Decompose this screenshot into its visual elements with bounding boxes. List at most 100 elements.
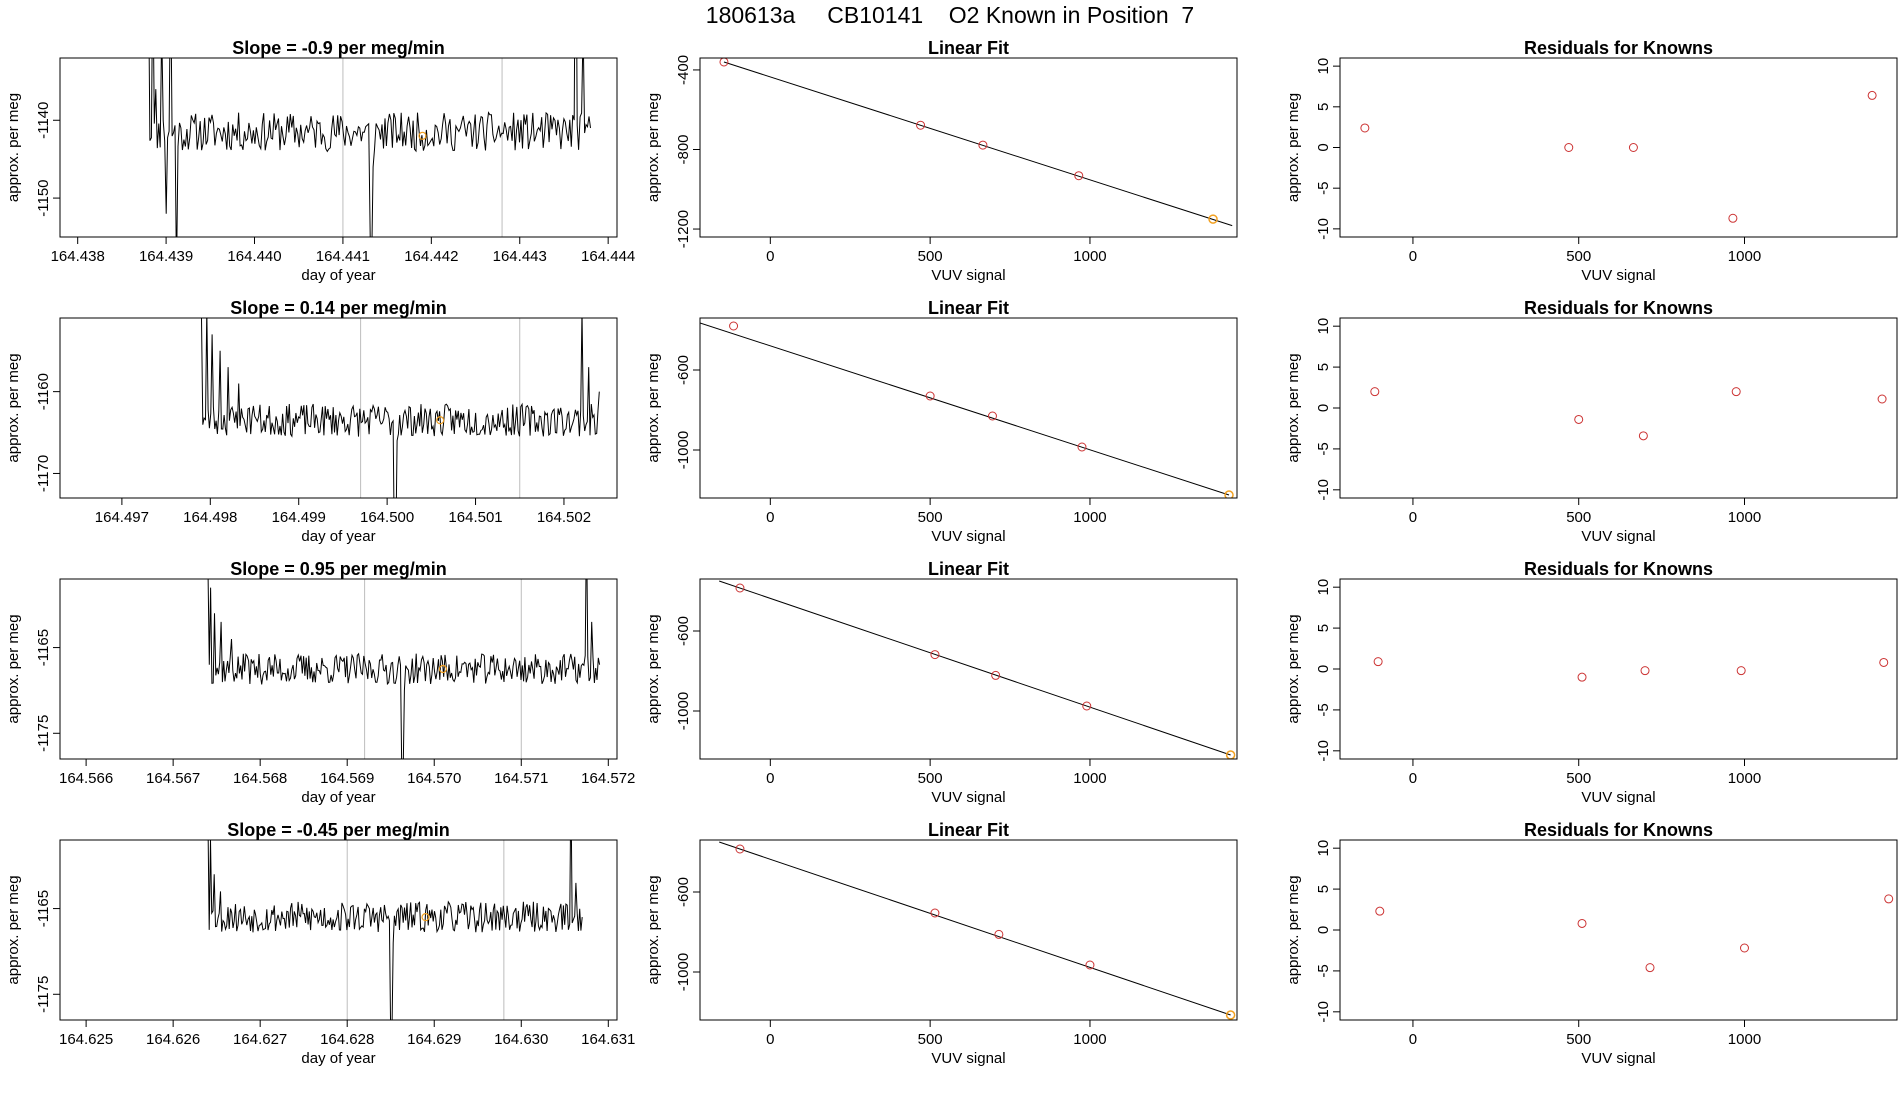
y-axis-label: approx. per meg	[5, 93, 22, 202]
x-tick-label: 1000	[1728, 509, 1761, 526]
y-axis-label: approx. per meg	[5, 875, 22, 984]
x-axis-label: VUV signal	[931, 1050, 1005, 1067]
y-axis-label: approx. per meg	[645, 93, 662, 202]
x-tick-label: 164.626	[146, 1031, 200, 1048]
y-axis-label: approx. per meg	[5, 614, 22, 723]
x-axis-label: VUV signal	[931, 528, 1005, 545]
x-tick-label: 1000	[1728, 248, 1761, 265]
x-tick-label: 164.567	[146, 770, 200, 787]
linear-fit-chart-1: Linear Fit 0 500 1000 VUV signal -1200 -800 -40…	[645, 38, 1238, 284]
y-tick-label: 10	[1315, 579, 1332, 596]
x-tick-label: 164.439	[139, 248, 193, 265]
y-axis-label: approx. per meg	[645, 614, 662, 723]
highlight-point	[421, 913, 430, 922]
plot-frame	[699, 317, 1238, 499]
y-tick-label: -600	[675, 616, 692, 646]
x-tick-label: 500	[918, 770, 943, 787]
y-tick-label: -800	[675, 134, 692, 164]
plot-area	[201, 318, 600, 498]
y-tick-label: -600	[675, 355, 692, 385]
y-tick-label: 0	[1315, 926, 1332, 934]
y-axis-label: approx. per meg	[1285, 614, 1302, 723]
x-tick-label: 1000	[1073, 770, 1106, 787]
data-point	[916, 120, 926, 130]
x-tick-label: 164.443	[493, 248, 547, 265]
plot-area	[207, 579, 601, 759]
x-tick-label: 1000	[1073, 1031, 1106, 1048]
y-tick-label: -10	[1315, 1001, 1332, 1023]
y-tick-label: -400	[675, 55, 692, 85]
page-title: 180613a CB10141 O2 Known in Position 7	[705, 2, 1195, 28]
residuals-chart-1: Residuals for Knowns 0 500 1000 VUV signal -1…	[1285, 38, 1898, 284]
y-tick-label: -1000	[675, 431, 692, 469]
x-tick-label: 0	[766, 248, 774, 265]
data-point	[1577, 672, 1587, 682]
data-point	[1082, 701, 1092, 711]
x-tick-label: 164.500	[360, 509, 414, 526]
data-point	[1731, 387, 1741, 397]
chart-title: Slope = 0.14 per meg/min	[230, 298, 447, 318]
highlight-point	[438, 664, 448, 674]
x-tick-label: 1000	[1073, 509, 1106, 526]
data-point	[1640, 666, 1650, 676]
y-tick-label: 0	[1315, 143, 1332, 151]
y-tick-label: 5	[1315, 363, 1332, 371]
data-point	[930, 908, 940, 918]
chart-title: Residuals for Knowns	[1524, 298, 1713, 318]
data-point	[1645, 963, 1655, 973]
data-point	[1085, 960, 1095, 970]
x-tick-label: 1000	[1728, 1031, 1761, 1048]
y-tick-label: -1000	[675, 692, 692, 730]
x-tick-label: 500	[1566, 770, 1591, 787]
y-tick-label: 5	[1315, 885, 1332, 893]
data-point	[1360, 123, 1370, 133]
plot-area	[719, 841, 1236, 1020]
time-series-trace	[148, 58, 591, 237]
data-point	[1628, 143, 1638, 152]
y-tick-label: -10	[1315, 740, 1332, 762]
x-tick-label: 1000	[1073, 248, 1106, 265]
y-tick-label: -5	[1315, 442, 1332, 455]
plot-area	[1370, 387, 1887, 441]
y-axis-label: approx. per meg	[645, 353, 662, 462]
linear-fit-chart-4: Linear Fit 0 500 1000 VUV signal -1000 -600 app…	[645, 820, 1238, 1067]
data-point	[1564, 143, 1574, 152]
time-series-chart-1: Slope = -0.9 per meg/min 164.438 164.439 16…	[5, 38, 635, 284]
y-axis-label: approx. per meg	[5, 353, 22, 462]
x-tick-label: 164.568	[233, 770, 287, 787]
x-tick-label: 164.502	[537, 509, 591, 526]
linear-fit-chart-2: Linear Fit 0 500 1000 VUV signal -1000 -600 app…	[645, 298, 1238, 545]
plot-frame	[699, 57, 1238, 238]
y-tick-label: 0	[1315, 404, 1332, 412]
data-point	[1370, 387, 1380, 397]
x-tick-label: 0	[1409, 248, 1417, 265]
data-point	[930, 650, 940, 660]
plot-area	[719, 58, 1233, 227]
plot-frame	[699, 578, 1238, 760]
plot-frame	[59, 57, 618, 238]
y-tick-label: 5	[1315, 103, 1332, 111]
x-axis-label: VUV signal	[1581, 789, 1655, 806]
plot-frame	[1339, 317, 1898, 499]
residuals-chart-3: Residuals for Knowns 0 500 1000 VUV signal -1…	[1285, 559, 1898, 806]
data-point	[729, 321, 739, 331]
y-tick-label: -5	[1315, 964, 1332, 977]
chart-title: Linear Fit	[928, 820, 1009, 840]
plot-area	[1373, 657, 1889, 682]
x-tick-label: 0	[1409, 1031, 1417, 1048]
x-axis-label: VUV signal	[931, 267, 1005, 284]
x-tick-label: 164.627	[233, 1031, 287, 1048]
x-tick-label: 500	[1566, 248, 1591, 265]
data-point	[1638, 431, 1648, 441]
x-tick-label: 164.566	[59, 770, 113, 787]
y-tick-label: -10	[1315, 218, 1332, 240]
x-axis-label: VUV signal	[1581, 267, 1655, 284]
data-point	[994, 929, 1004, 939]
x-tick-label: 0	[766, 509, 774, 526]
data-point	[1077, 442, 1087, 452]
data-point	[1728, 213, 1738, 223]
y-tick-label: -5	[1315, 182, 1332, 195]
chart-title: Residuals for Knowns	[1524, 38, 1713, 58]
data-point	[978, 140, 988, 150]
fit-line	[700, 322, 1230, 496]
